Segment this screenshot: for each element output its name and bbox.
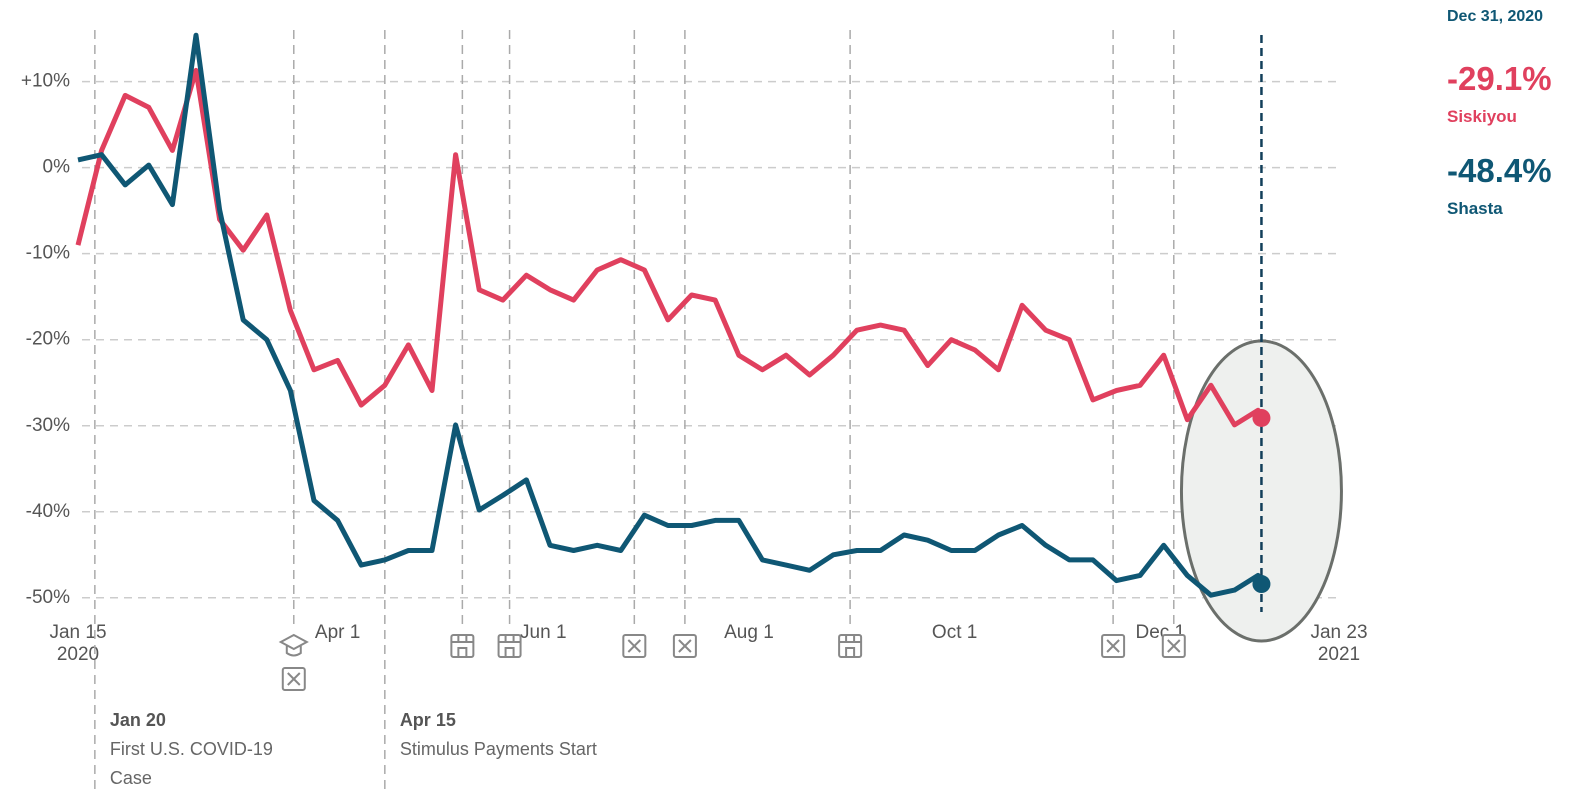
y-tick-label: -50% — [26, 587, 70, 608]
y-tick-label: -20% — [26, 329, 70, 350]
event-icon — [838, 634, 863, 658]
icon-stroke — [1167, 639, 1181, 653]
event-date: Apr 15 — [399, 710, 456, 730]
y-tick-label: -30% — [26, 415, 70, 436]
event-icon — [622, 634, 647, 658]
series-line — [77, 32, 1264, 598]
icon-stroke — [278, 633, 309, 657]
x-tick-label: Jun 1 — [520, 622, 566, 643]
x-tick-label: Oct 1 — [932, 622, 977, 643]
icon-frame — [838, 634, 863, 658]
event-icon — [497, 634, 522, 658]
icon-frame — [450, 634, 475, 658]
y-tick-label: -40% — [26, 501, 70, 522]
icon-stroke — [678, 639, 692, 653]
y-tick-label: +10% — [21, 71, 70, 92]
x-tick-label: Jan 15 — [49, 622, 106, 643]
y-tick-label: -10% — [26, 243, 70, 264]
event-annotation: Jan 20 First U.S. COVID-19 Case — [110, 706, 310, 793]
event-text: First U.S. COVID-19 Case — [109, 739, 273, 788]
readout-value: -48.4% — [1447, 152, 1552, 189]
readout-value: -29.1% — [1447, 60, 1552, 97]
series-line — [75, 67, 1264, 428]
x-tick-label: 2021 — [1318, 644, 1360, 665]
event-date: Jan 20 — [109, 710, 166, 730]
line-layer — [75, 32, 1271, 612]
icon-frame — [497, 634, 522, 658]
icon-stroke — [451, 635, 474, 657]
x-tick-label: Apr 1 — [315, 622, 360, 643]
event-annotation: Apr 15 Stimulus Payments Start — [400, 706, 600, 764]
x-tick-label: Jan 23 — [1310, 622, 1367, 643]
cursor-dot — [1252, 575, 1271, 594]
event-text: Stimulus Payments Start — [399, 739, 597, 759]
cursor-date: Dec 31, 2020 — [1447, 8, 1544, 25]
event-icon — [278, 633, 309, 657]
icon-stroke — [498, 635, 521, 657]
readout-name: Shasta — [1447, 199, 1503, 218]
icon-stroke — [287, 672, 301, 686]
y-tick-label: 0% — [43, 157, 71, 178]
readout-name: Siskiyou — [1447, 107, 1517, 126]
icon-stroke — [1106, 639, 1120, 653]
event-icon — [450, 634, 475, 658]
event-icon — [1101, 634, 1126, 658]
event-icon — [672, 634, 697, 658]
icon-stroke — [839, 635, 862, 657]
event-icon — [281, 667, 306, 691]
icon-stroke — [627, 639, 642, 653]
cursor-dot — [1252, 408, 1271, 427]
event-icon — [1161, 634, 1186, 658]
x-tick-label: Aug 1 — [724, 622, 774, 643]
x-tick-label: 2020 — [57, 644, 99, 665]
